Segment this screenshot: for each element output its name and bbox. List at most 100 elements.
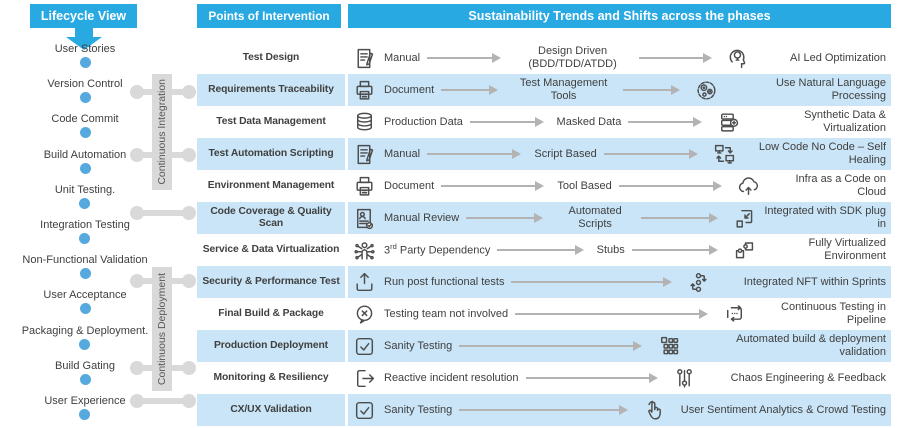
arrow-right-icon: [441, 181, 545, 190]
exit-arrow-icon: [351, 365, 377, 391]
pipeline-loop-icon: [721, 301, 747, 327]
database-icon: [351, 109, 377, 135]
trend-row: Testing team not involved Continuous Tes…: [348, 298, 891, 330]
trend-row: Sanity Testing Automated build & deploym…: [348, 330, 891, 362]
timeline-dot: [79, 197, 91, 209]
lifecycle-item: Unit Testing.: [55, 184, 115, 209]
lifecycle-timeline: User Stories Version Control Code Commit…: [0, 44, 170, 420]
third-party-icon: [351, 237, 377, 263]
intervention-row: Final Build & Package: [218, 308, 324, 320]
trend-shift-label: Script Based: [534, 147, 597, 160]
trend-row: Document Tool Based Infra as a Code on C…: [348, 170, 891, 202]
lifecycle-item: User Stories: [54, 43, 116, 68]
continuous-integration-label: Continuous Integration: [156, 79, 168, 185]
intervention-row: Test Design: [242, 52, 300, 64]
lifecycle-label: User Stories: [54, 43, 116, 55]
lifecycle-label: Build Gating: [55, 359, 115, 372]
arrow-right-icon: [638, 53, 713, 62]
trend-current-label: 3rd Party Dependency: [384, 241, 491, 257]
trend-current-label: Testing team not involved: [384, 307, 509, 320]
chaos-sliders-icon: [671, 365, 697, 391]
intervention-row: Test Data Management: [216, 116, 326, 128]
low-code-icon: [711, 141, 737, 167]
intervention-row: CX/UX Validation: [197, 394, 345, 426]
arrow-right-icon: [469, 117, 544, 126]
trend-future-label: Low Code No Code – Self Healing: [758, 141, 887, 166]
lifecycle-item: User Acceptance: [43, 289, 127, 315]
arrow-right-icon: [641, 213, 718, 222]
trend-future-label: Integrated with SDK plug in: [764, 205, 887, 230]
arrow-right-icon: [497, 245, 584, 254]
arrow-right-icon: [427, 53, 502, 62]
lifecycle-arrow-stem: [75, 28, 93, 37]
lifecycle-label: Non-Functional Validation: [22, 254, 148, 267]
timeline-dot: [79, 92, 91, 104]
trend-future-label: Automated build & deployment validation: [736, 333, 886, 358]
arrow-right-icon: [515, 309, 708, 318]
timeline-dot: [79, 408, 91, 420]
arrow-right-icon: [623, 85, 680, 94]
intervention-column: Test Design Requirements Traceability Te…: [197, 42, 345, 426]
synthetic-data-icon: [715, 109, 741, 135]
hand-click-icon: [641, 397, 667, 423]
lifecycle-label: Code Commit: [51, 113, 119, 126]
checkbox-icon: [351, 333, 377, 359]
intervention-row: Service & Data Virtualization: [202, 244, 340, 256]
points-of-intervention-header: Points of Intervention: [197, 4, 341, 28]
lifecycle-item: User Experience: [44, 394, 126, 420]
trends-header: Sustainability Trends and Shifts across …: [348, 4, 891, 28]
lifecycle-label: User Acceptance: [43, 289, 127, 302]
trend-future-label: Chaos Engineering & Feedback: [730, 371, 886, 384]
timeline-dot: [79, 373, 91, 385]
lifecycle-label: Build Automation: [43, 148, 127, 161]
lifecycle-item: Non-Functional Validation: [22, 254, 148, 280]
trend-future-label: Use Natural Language Processing: [775, 77, 887, 102]
trend-current-label: Sanity Testing: [384, 403, 453, 416]
trend-current-label: Manual Review: [384, 211, 460, 224]
trend-current-label: Reactive incident resolution: [384, 371, 519, 384]
trend-current-label: Manual: [384, 51, 421, 64]
trends-section: Manual Design Driven (BDD/TDD/ATDD) AI L…: [348, 42, 891, 426]
lifecycle-label: Version Control: [47, 78, 123, 91]
connector: [130, 206, 196, 220]
continuous-deployment-bar: Continuous Deployment: [152, 267, 172, 391]
trend-shift-label: Automated Scripts: [568, 205, 622, 230]
arrow-right-icon: [603, 149, 699, 158]
trend-shift-label: Test Management Tools: [519, 77, 608, 102]
trend-future-label: AI Led Optimization: [790, 51, 887, 64]
lifecycle-item: Integration Testing: [40, 218, 130, 244]
arrow-right-icon: [427, 149, 522, 158]
timeline-dot: [79, 268, 91, 280]
arrow-right-icon: [618, 181, 723, 190]
timeline-dot: [79, 232, 91, 244]
trend-current-label: Run post functional tests: [384, 275, 505, 288]
trend-shift-label: Stubs: [596, 243, 625, 256]
trend-current-label: Production Data: [384, 115, 463, 128]
trend-current-label: Document: [384, 83, 435, 96]
puzzle-icon: [731, 237, 757, 263]
printer-icon: [351, 173, 377, 199]
trend-future-label: User Sentiment Analytics & Crowd Testing: [680, 403, 886, 416]
trend-row: Manual Design Driven (BDD/TDD/ATDD) AI L…: [348, 42, 891, 74]
lifecycle-label: User Experience: [44, 394, 126, 407]
lifecycle-label: Packaging & Deployment.: [21, 324, 149, 337]
arrow-right-icon: [631, 245, 719, 254]
lifecycle-item: Code Commit: [51, 113, 119, 139]
build-grid-icon: [655, 333, 681, 359]
intervention-row: Test Automation Scripting: [197, 138, 345, 170]
timeline-dot: [79, 338, 91, 350]
trend-current-label: Document: [384, 179, 435, 192]
timeline-dot: [79, 127, 91, 139]
trend-row: Production Data Masked Data Synthetic Da…: [348, 106, 891, 138]
arrow-right-icon: [511, 277, 672, 286]
trend-future-label: Synthetic Data & Virtualization: [804, 109, 887, 134]
trend-row: 3rd Party Dependency Stubs Fully Virtual…: [348, 234, 891, 266]
trend-future-label: Integrated NFT within Sprints: [743, 275, 886, 288]
timeline-dot: [79, 57, 91, 68]
chat-x-icon: [351, 301, 377, 327]
printer-icon: [351, 77, 377, 103]
arrow-right-icon: [525, 373, 659, 382]
arrow-right-icon: [441, 85, 499, 94]
trend-row: Manual Review Automated Scripts Integrat…: [348, 202, 891, 234]
lifecycle-label: Integration Testing: [40, 218, 130, 231]
